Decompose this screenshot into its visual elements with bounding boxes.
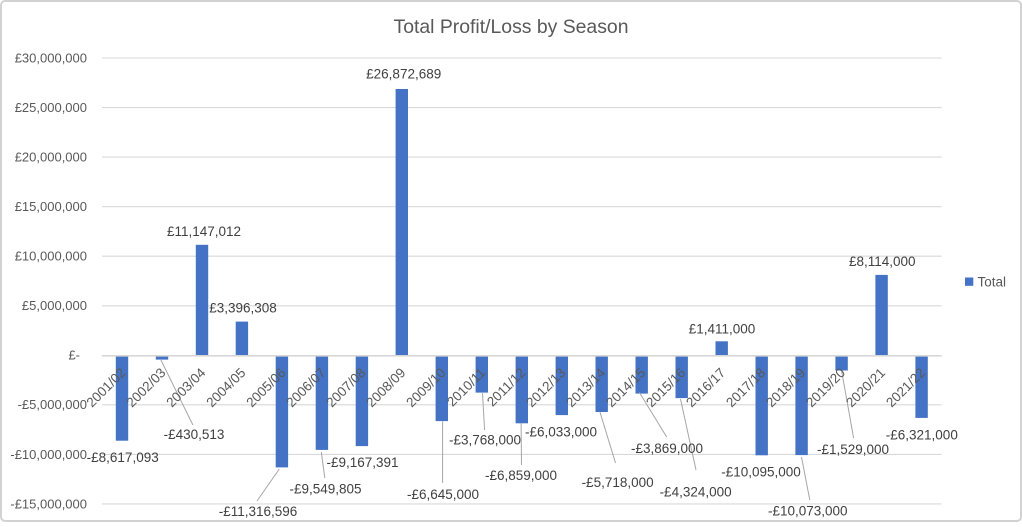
svg-text:-£1,529,000: -£1,529,000 (817, 442, 889, 457)
svg-text:-£11,316,596: -£11,316,596 (219, 504, 298, 519)
svg-text:£3,396,308: £3,396,308 (209, 300, 277, 315)
svg-text:£10,000,000: £10,000,000 (15, 249, 87, 264)
svg-text:-£15,000,000: -£15,000,000 (10, 496, 87, 511)
svg-text:£5,000,000: £5,000,000 (22, 298, 87, 313)
svg-text:£26,872,689: £26,872,689 (366, 66, 441, 81)
svg-text:-£8,617,093: -£8,617,093 (87, 450, 159, 465)
svg-text:-£5,718,000: -£5,718,000 (582, 475, 654, 490)
svg-text:-£6,033,000: -£6,033,000 (525, 425, 597, 440)
svg-text:-£4,324,000: -£4,324,000 (660, 484, 732, 499)
svg-text:£30,000,000: £30,000,000 (15, 50, 87, 65)
svg-text:£11,147,012: £11,147,012 (167, 224, 241, 239)
svg-text:-£5,000,000: -£5,000,000 (18, 397, 87, 412)
svg-text:£20,000,000: £20,000,000 (15, 150, 87, 165)
svg-text:-£3,869,000: -£3,869,000 (631, 441, 703, 456)
svg-text:£1,411,000: £1,411,000 (689, 322, 756, 337)
svg-text:-£10,073,000: -£10,073,000 (768, 503, 848, 518)
svg-text:-£10,095,000: -£10,095,000 (721, 465, 801, 480)
svg-text:-£9,549,805: -£9,549,805 (289, 482, 361, 497)
svg-text:Total Profit/Loss by Season: Total Profit/Loss by Season (394, 16, 629, 38)
svg-text:-£6,321,000: -£6,321,000 (886, 428, 958, 443)
svg-text:-£3,768,000: -£3,768,000 (449, 433, 521, 448)
svg-text:-£9,167,391: -£9,167,391 (326, 455, 398, 470)
svg-text:-£10,000,000: -£10,000,000 (10, 447, 87, 462)
svg-text:-£430,513: -£430,513 (164, 427, 225, 442)
svg-text:-£6,645,000: -£6,645,000 (407, 487, 479, 502)
svg-text:£8,114,000: £8,114,000 (849, 254, 916, 269)
svg-text:£15,000,000: £15,000,000 (15, 199, 87, 214)
svg-text:Total: Total (978, 274, 1007, 289)
svg-text:-£6,859,000: -£6,859,000 (485, 468, 557, 483)
svg-text:£25,000,000: £25,000,000 (15, 100, 87, 115)
svg-text:£-: £- (68, 348, 80, 363)
